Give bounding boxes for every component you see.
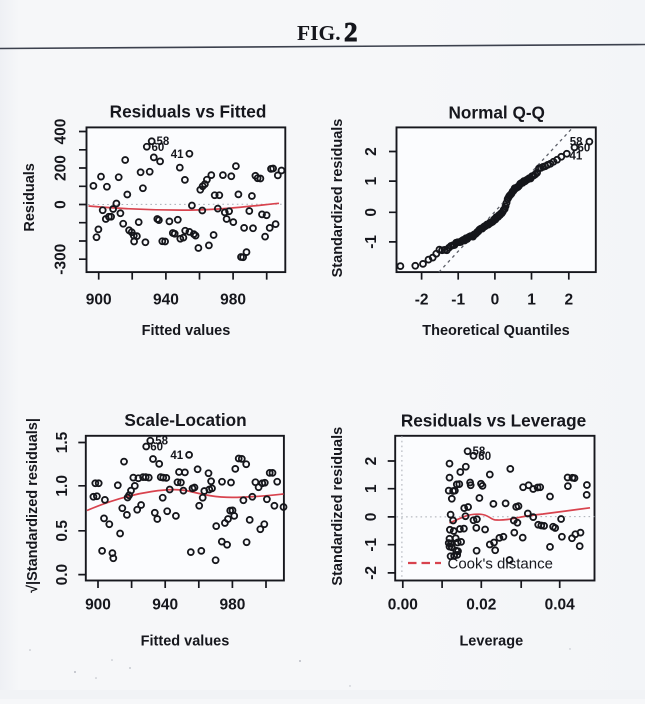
svg-text:1: 1 bbox=[363, 484, 380, 493]
svg-text:940: 940 bbox=[152, 596, 178, 613]
svg-text:900: 900 bbox=[85, 596, 111, 613]
svg-text:Scale-Location: Scale-Location bbox=[124, 410, 246, 430]
svg-text:0: 0 bbox=[53, 200, 70, 209]
svg-text:-2: -2 bbox=[415, 292, 429, 309]
svg-text:2: 2 bbox=[344, 17, 358, 47]
svg-text:1.5: 1.5 bbox=[54, 431, 71, 453]
svg-text:1: 1 bbox=[363, 176, 380, 185]
svg-text:2: 2 bbox=[564, 292, 573, 309]
svg-text:0.0: 0.0 bbox=[54, 564, 71, 586]
svg-text:0.04: 0.04 bbox=[545, 596, 576, 613]
svg-text:0.00: 0.00 bbox=[388, 596, 418, 613]
svg-text:41: 41 bbox=[570, 151, 583, 163]
svg-text:Residuals vs Fitted: Residuals vs Fitted bbox=[110, 102, 267, 122]
svg-text:2: 2 bbox=[363, 147, 380, 156]
svg-text:900: 900 bbox=[86, 292, 112, 309]
svg-text:-1: -1 bbox=[451, 292, 465, 309]
svg-text:-1: -1 bbox=[363, 235, 380, 249]
svg-text:60: 60 bbox=[150, 441, 163, 453]
svg-text:Cook's distance: Cook's distance bbox=[448, 555, 553, 572]
svg-text:Standardized residuals: Standardized residuals bbox=[330, 427, 346, 586]
svg-text:980: 980 bbox=[219, 596, 245, 613]
svg-text:980: 980 bbox=[220, 292, 246, 309]
svg-text:2: 2 bbox=[363, 457, 380, 466]
svg-text:0.02: 0.02 bbox=[466, 596, 496, 613]
svg-text:-2: -2 bbox=[363, 566, 380, 580]
svg-text:Theoretical Quantiles: Theoretical Quantiles bbox=[422, 323, 569, 339]
svg-text:-1: -1 bbox=[363, 537, 380, 551]
svg-text:Standardized residuals: Standardized residuals bbox=[330, 119, 346, 278]
svg-text:60: 60 bbox=[152, 142, 165, 154]
svg-text:-300: -300 bbox=[53, 244, 70, 275]
svg-text:Normal Q-Q: Normal Q-Q bbox=[448, 102, 544, 122]
svg-text:√|Standardized residuals|: √|Standardized residuals| bbox=[25, 418, 41, 593]
svg-text:1.0: 1.0 bbox=[54, 475, 71, 497]
svg-text:Leverage: Leverage bbox=[459, 633, 523, 649]
svg-text:60: 60 bbox=[478, 451, 491, 463]
svg-text:200: 200 bbox=[53, 155, 70, 181]
svg-text:Residuals vs Leverage: Residuals vs Leverage bbox=[401, 410, 586, 430]
svg-text:940: 940 bbox=[153, 292, 179, 309]
svg-text:FIG.: FIG. bbox=[297, 21, 341, 45]
svg-text:0: 0 bbox=[491, 292, 500, 309]
svg-text:Fitted values: Fitted values bbox=[142, 323, 231, 339]
svg-text:1: 1 bbox=[527, 292, 536, 309]
svg-text:Fitted values: Fitted values bbox=[141, 633, 230, 649]
svg-text:41: 41 bbox=[171, 149, 184, 161]
svg-text:0: 0 bbox=[363, 208, 380, 217]
svg-text:0.5: 0.5 bbox=[54, 520, 71, 542]
svg-text:400: 400 bbox=[53, 119, 70, 145]
svg-text:Residuals: Residuals bbox=[22, 163, 38, 232]
svg-text:41: 41 bbox=[170, 450, 183, 462]
svg-text:0: 0 bbox=[363, 513, 380, 522]
